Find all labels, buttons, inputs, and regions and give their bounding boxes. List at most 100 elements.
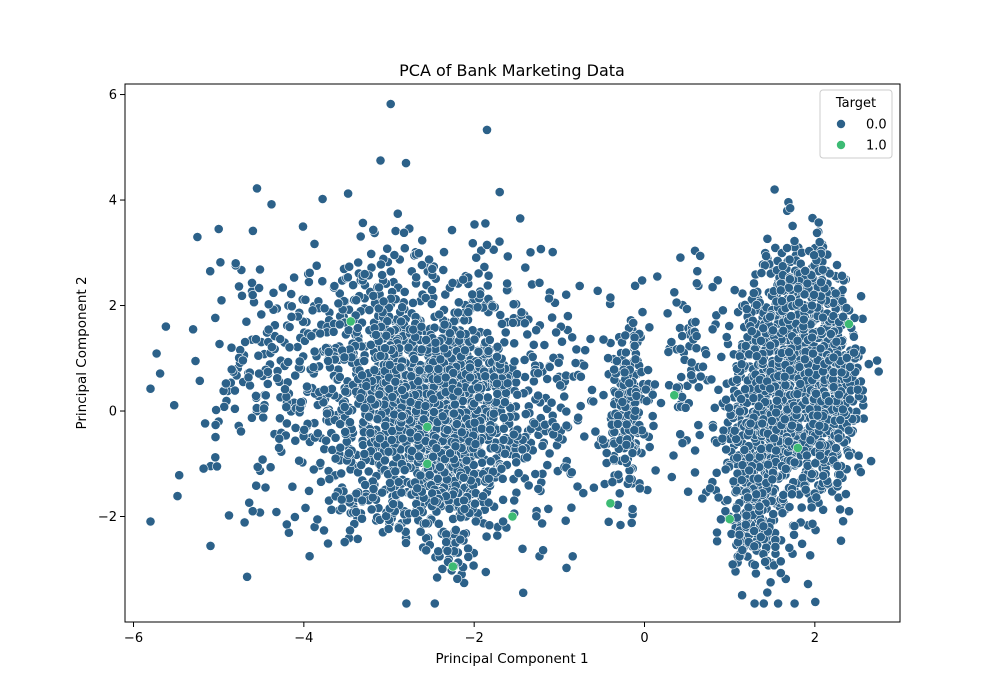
scatter-point-target-0 — [345, 525, 355, 536]
scatter-point-target-0 — [290, 435, 301, 446]
scatter-point-target-0 — [799, 354, 810, 365]
scatter-point-target-0 — [536, 244, 546, 254]
scatter-point-target-0 — [458, 495, 469, 506]
scatter-point-target-0 — [629, 332, 640, 343]
scatter-point-target-0 — [663, 347, 674, 357]
scatter-point-target-0 — [385, 99, 396, 109]
scatter-point-target-0 — [319, 384, 330, 395]
scatter-point-target-0 — [413, 248, 424, 259]
scatter-point-target-0 — [495, 310, 506, 320]
scatter-point-target-0 — [621, 419, 632, 430]
scatter-point-target-0 — [561, 406, 572, 417]
scatter-point-target-0 — [525, 247, 536, 258]
scatter-point-target-0 — [544, 362, 555, 372]
x-tick-label: 0 — [640, 631, 648, 646]
scatter-point-target-0 — [330, 453, 341, 464]
scatter-point-target-0 — [339, 401, 350, 412]
scatter-point-target-0 — [452, 573, 463, 584]
scatter-point-target-0 — [794, 297, 804, 308]
scatter-point-target-0 — [765, 577, 776, 588]
scatter-point-target-0 — [334, 319, 345, 330]
scatter-point-target-0 — [447, 225, 457, 235]
scatter-point-target-0 — [352, 323, 363, 333]
scatter-point-target-0 — [243, 372, 254, 383]
scatter-point-target-0 — [374, 282, 384, 293]
scatter-point-target-0 — [544, 448, 555, 459]
scatter-point-target-0 — [319, 525, 329, 536]
scatter-point-target-0 — [751, 568, 761, 579]
scatter-point-target-0 — [442, 546, 453, 556]
scatter-point-target-0 — [430, 337, 441, 348]
scatter-point-target-0 — [811, 492, 822, 503]
scatter-point-target-0 — [550, 421, 561, 432]
scatter-point-target-0 — [832, 478, 843, 488]
scatter-point-target-0 — [630, 405, 641, 416]
legend-marker-0 — [836, 119, 846, 129]
scatter-point-target-0 — [351, 295, 362, 306]
scatter-point-target-0 — [375, 155, 386, 166]
scatter-point-target-0 — [476, 448, 487, 459]
scatter-point-target-0 — [736, 359, 747, 370]
scatter-point-target-0 — [239, 517, 250, 528]
scatter-point-target-0 — [836, 367, 847, 378]
scatter-point-target-0 — [395, 362, 406, 373]
scatter-point-target-0 — [497, 318, 507, 329]
scatter-point-target-0 — [771, 445, 781, 456]
scatter-point-target-0 — [416, 344, 427, 355]
scatter-point-target-0 — [509, 356, 520, 367]
scatter-point-target-1 — [345, 316, 356, 327]
scatter-point-target-0 — [620, 330, 631, 341]
scatter-point-target-0 — [453, 307, 463, 318]
scatter-point-target-0 — [205, 266, 216, 277]
scatter-point-target-0 — [543, 503, 554, 514]
scatter-point-target-0 — [789, 457, 800, 468]
chart-title: PCA of Bank Marketing Data — [399, 61, 625, 80]
scatter-point-target-0 — [833, 433, 844, 444]
scatter-point-target-0 — [814, 420, 825, 431]
scatter-point-target-0 — [677, 331, 688, 341]
scatter-point-target-0 — [431, 443, 442, 454]
scatter-point-target-0 — [516, 307, 527, 318]
scatter-point-target-0 — [300, 294, 311, 305]
scatter-point-target-0 — [597, 434, 608, 445]
scatter-point-target-0 — [498, 516, 508, 527]
scatter-point-target-0 — [705, 483, 715, 494]
scatter-point-target-0 — [650, 465, 661, 476]
scatter-point-target-0 — [212, 461, 222, 472]
scatter-point-target-0 — [408, 324, 419, 335]
scatter-point-target-0 — [520, 262, 531, 273]
scatter-point-target-0 — [401, 598, 412, 609]
scatter-point-target-0 — [266, 199, 277, 210]
scatter-point-target-0 — [281, 519, 292, 530]
scatter-point-target-0 — [731, 503, 742, 514]
scatter-point-target-1 — [447, 561, 458, 572]
scatter-point-target-0 — [303, 277, 314, 287]
scatter-point-target-0 — [260, 482, 271, 493]
scatter-point-target-0 — [304, 267, 315, 278]
scatter-point-target-0 — [508, 299, 519, 310]
scatter-point-target-0 — [399, 465, 410, 475]
scatter-point-target-0 — [712, 527, 722, 538]
scatter-point-target-0 — [342, 272, 353, 283]
scatter-point-target-0 — [190, 356, 201, 366]
scatter-point-target-0 — [379, 455, 390, 466]
scatter-point-target-0 — [519, 354, 530, 365]
scatter-point-target-0 — [872, 355, 882, 366]
scatter-point-target-0 — [375, 259, 386, 270]
scatter-point-target-0 — [384, 359, 395, 370]
scatter-point-target-0 — [280, 384, 290, 395]
scatter-point-target-0 — [845, 361, 855, 372]
scatter-point-target-0 — [746, 326, 757, 337]
scatter-point-target-0 — [713, 492, 724, 503]
scatter-point-target-0 — [316, 476, 326, 487]
scatter-point-target-0 — [627, 504, 638, 514]
scatter-point-target-0 — [311, 260, 322, 271]
scatter-point-target-1 — [669, 390, 680, 401]
scatter-point-target-0 — [677, 438, 688, 448]
scatter-point-target-0 — [534, 277, 545, 288]
scatter-point-target-0 — [317, 276, 328, 287]
scatter-point-target-0 — [570, 358, 581, 368]
scatter-point-target-0 — [814, 440, 825, 451]
legend-label-0: 0.0 — [866, 118, 887, 133]
scatter-point-target-0 — [721, 444, 731, 455]
